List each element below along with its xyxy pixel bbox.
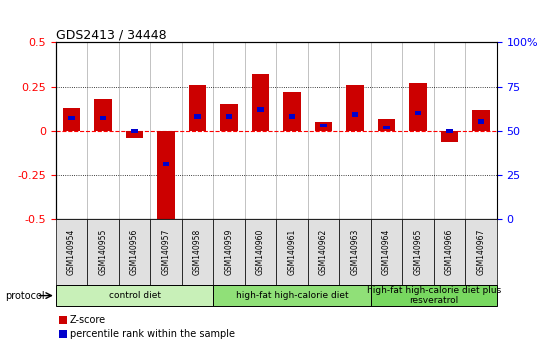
Bar: [100, 116, 106, 120]
Bar: [63, 108, 80, 131]
Text: GSM140967: GSM140967: [477, 229, 485, 275]
Bar: [478, 120, 484, 124]
Bar: [220, 104, 238, 131]
Text: GSM140964: GSM140964: [382, 229, 391, 275]
Bar: [347, 85, 364, 131]
Text: GSM140955: GSM140955: [99, 229, 108, 275]
Bar: [94, 99, 112, 131]
Bar: [409, 83, 426, 131]
Bar: [252, 74, 269, 131]
Text: high-fat high-calorie diet: high-fat high-calorie diet: [235, 291, 348, 300]
Bar: [126, 131, 143, 138]
Bar: [189, 85, 206, 131]
Bar: [378, 119, 395, 131]
Bar: [194, 114, 201, 119]
Bar: [320, 124, 326, 127]
Text: GSM140966: GSM140966: [445, 229, 454, 275]
Bar: [441, 131, 458, 142]
Text: percentile rank within the sample: percentile rank within the sample: [70, 329, 235, 339]
Text: GSM140958: GSM140958: [193, 229, 202, 275]
Bar: [283, 92, 301, 131]
Bar: [69, 116, 75, 120]
Text: GSM140957: GSM140957: [161, 229, 171, 275]
Bar: [163, 162, 169, 166]
Bar: [131, 129, 138, 133]
Text: GSM140954: GSM140954: [67, 229, 76, 275]
Bar: [226, 114, 232, 119]
Bar: [289, 114, 295, 119]
Text: control diet: control diet: [108, 291, 161, 300]
Bar: [383, 126, 389, 129]
Text: protocol: protocol: [6, 291, 45, 301]
Text: GSM140956: GSM140956: [130, 229, 139, 275]
Text: GSM140965: GSM140965: [413, 229, 422, 275]
Text: GDS2413 / 34448: GDS2413 / 34448: [56, 28, 166, 41]
Bar: [446, 129, 453, 133]
Text: high-fat high-calorie diet plus
resveratrol: high-fat high-calorie diet plus resverat…: [367, 286, 501, 305]
Text: GSM140963: GSM140963: [350, 229, 359, 275]
Bar: [315, 122, 332, 131]
Bar: [472, 110, 489, 131]
Text: Z-score: Z-score: [70, 315, 106, 325]
Text: GSM140960: GSM140960: [256, 229, 265, 275]
Text: GSM140962: GSM140962: [319, 229, 328, 275]
Text: GSM140959: GSM140959: [224, 229, 233, 275]
Bar: [157, 131, 175, 223]
Bar: [352, 113, 358, 117]
Text: GSM140961: GSM140961: [287, 229, 296, 275]
Bar: [415, 110, 421, 115]
Bar: [257, 107, 263, 112]
